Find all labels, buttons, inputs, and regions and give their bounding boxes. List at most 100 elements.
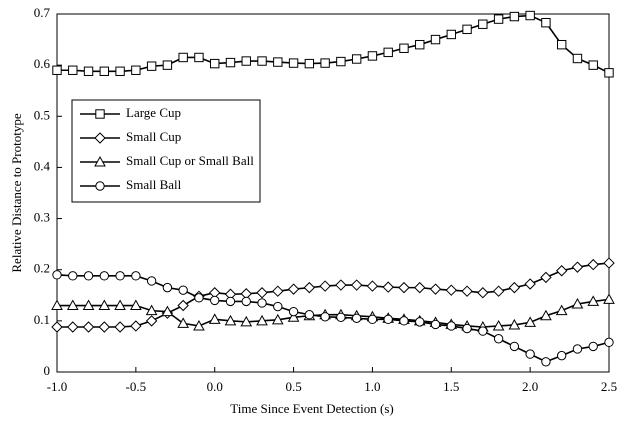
- marker: [414, 281, 426, 294]
- marker: [478, 326, 488, 336]
- marker: [367, 51, 378, 61]
- marker: [603, 257, 615, 269]
- series-line: [56, 274, 610, 363]
- marker: [399, 43, 409, 53]
- marker: [367, 314, 378, 325]
- legend-marker: [95, 109, 105, 119]
- marker: [257, 56, 267, 66]
- y-tick-label: 0.5: [34, 107, 50, 122]
- marker: [587, 258, 599, 271]
- legend-label: Small Cup: [126, 129, 181, 144]
- marker: [210, 295, 220, 306]
- marker: [194, 293, 204, 303]
- marker: [272, 285, 284, 297]
- marker: [509, 341, 520, 352]
- marker: [366, 280, 379, 292]
- marker: [477, 287, 489, 299]
- y-tick-label: 0.4: [34, 158, 51, 173]
- marker: [224, 314, 237, 326]
- x-tick-label: 0.0: [207, 379, 223, 394]
- marker: [335, 279, 347, 291]
- marker: [193, 319, 205, 331]
- marker: [540, 271, 552, 284]
- marker: [398, 281, 410, 294]
- x-axis-label: Time Since Event Detection (s): [230, 401, 393, 416]
- legend-marker: [94, 132, 106, 144]
- marker: [556, 350, 567, 361]
- marker: [351, 313, 362, 323]
- marker: [336, 312, 346, 322]
- marker: [303, 281, 316, 294]
- marker: [178, 285, 188, 295]
- y-tick-label: 0.7: [34, 5, 51, 20]
- marker: [555, 304, 568, 316]
- marker: [114, 321, 126, 333]
- marker: [429, 283, 442, 295]
- marker: [162, 282, 173, 293]
- marker: [478, 19, 488, 29]
- marker: [415, 39, 425, 50]
- marker: [287, 283, 300, 295]
- marker: [145, 315, 158, 327]
- marker: [415, 317, 425, 327]
- x-tick-label: 2.0: [522, 379, 538, 394]
- marker: [587, 295, 600, 306]
- marker: [273, 57, 283, 67]
- marker: [555, 265, 568, 277]
- marker: [571, 297, 584, 309]
- marker: [540, 309, 552, 321]
- marker: [271, 313, 284, 325]
- marker: [556, 39, 567, 50]
- marker: [508, 318, 521, 330]
- marker: [524, 316, 536, 327]
- marker: [461, 285, 473, 297]
- marker: [82, 321, 95, 333]
- marker: [383, 314, 393, 325]
- marker: [225, 57, 236, 68]
- marker: [52, 270, 62, 280]
- y-tick-label: 0.3: [34, 210, 50, 225]
- marker: [256, 287, 268, 299]
- marker: [273, 301, 283, 312]
- marker: [256, 314, 268, 326]
- marker: [130, 320, 142, 332]
- y-tick-label: 0.6: [34, 56, 51, 71]
- marker: [604, 68, 614, 78]
- marker: [225, 296, 236, 307]
- marker: [83, 66, 94, 76]
- marker: [131, 65, 141, 75]
- marker: [493, 14, 504, 24]
- marker: [572, 344, 583, 354]
- x-tick-label: 0.5: [285, 379, 301, 394]
- x-tick-label: 2.5: [601, 379, 617, 394]
- marker: [114, 299, 126, 311]
- marker: [67, 321, 79, 333]
- marker: [382, 281, 394, 293]
- marker: [446, 29, 456, 40]
- marker: [319, 280, 331, 292]
- marker: [541, 17, 551, 28]
- marker: [525, 10, 535, 21]
- marker: [492, 285, 505, 297]
- marker: [146, 61, 157, 71]
- marker: [51, 299, 63, 311]
- marker: [304, 58, 315, 69]
- marker: [304, 310, 315, 320]
- marker: [525, 349, 535, 359]
- marker: [162, 60, 173, 70]
- marker: [603, 293, 615, 304]
- marker: [320, 58, 330, 68]
- marker: [241, 56, 251, 66]
- marker: [572, 53, 583, 64]
- marker: [99, 66, 110, 76]
- marker: [115, 66, 125, 76]
- x-tick-label: -0.5: [126, 379, 147, 394]
- marker: [287, 311, 300, 322]
- marker: [98, 321, 111, 333]
- marker: [98, 299, 111, 311]
- marker: [68, 65, 78, 75]
- marker: [68, 271, 78, 281]
- marker: [509, 11, 520, 22]
- marker: [430, 34, 441, 45]
- marker: [115, 271, 125, 281]
